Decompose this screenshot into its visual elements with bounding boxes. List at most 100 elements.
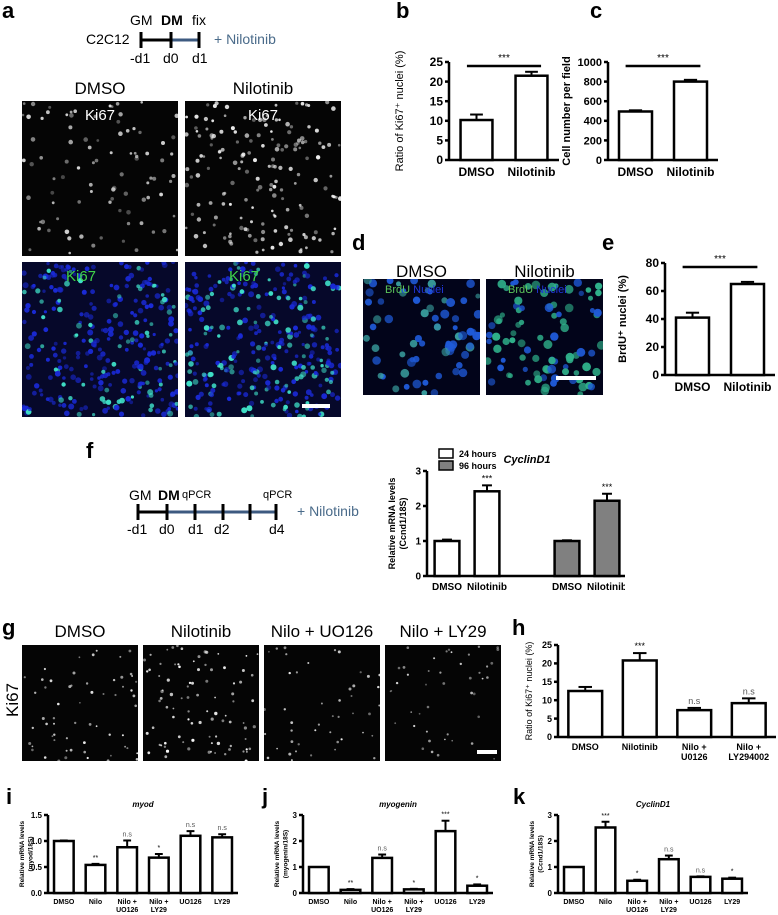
micrograph-ki67-dmso: Ki67 — [22, 101, 178, 256]
svg-text:UO126: UO126 — [179, 899, 201, 906]
svg-text:Nilotinib: Nilotinib — [724, 380, 772, 394]
svg-text:Nilo +: Nilo + — [736, 742, 761, 752]
svg-text:1: 1 — [415, 537, 421, 548]
stain-label: BrdU Nuclei — [508, 284, 567, 296]
svg-text:Nilotinib: Nilotinib — [467, 582, 507, 593]
svg-text:96 hours: 96 hours — [459, 461, 497, 471]
svg-text:Nilo +: Nilo + — [373, 899, 392, 906]
svg-text:DMSO: DMSO — [459, 165, 495, 179]
stain-label-nuclei: Nuclei — [536, 284, 567, 296]
timeline-bar — [139, 32, 201, 48]
micrograph-brdu-nilotinib: BrdU Nuclei — [486, 279, 603, 395]
svg-text:DMSO: DMSO — [53, 899, 75, 906]
svg-text:25: 25 — [542, 640, 552, 650]
scale-bar — [302, 404, 330, 408]
svg-text:***: *** — [498, 53, 510, 64]
timeline-day-0: d0 — [159, 521, 175, 537]
svg-text:1000: 1000 — [578, 57, 602, 69]
svg-text:200: 200 — [584, 135, 602, 147]
panel-label-i: i — [6, 784, 13, 809]
svg-text:*: * — [476, 875, 479, 882]
svg-text:DMSO: DMSO — [432, 582, 462, 593]
stain-label-ki67: Ki67 — [229, 268, 260, 285]
panel-label-b: b — [396, 0, 410, 23]
micrograph-ki67-nilotinib: Ki67 — [185, 101, 341, 256]
svg-text:Nilotinib: Nilotinib — [667, 165, 715, 179]
svg-text:LY29: LY29 — [406, 907, 422, 914]
panel-label-j: j — [262, 784, 269, 809]
svg-text:Relative mRNA levels: Relative mRNA levels — [274, 821, 281, 888]
svg-text:(myod/18S): (myod/18S) — [28, 836, 35, 871]
svg-text:(Ccnd1/18S): (Ccnd1/18S) — [538, 835, 545, 873]
timeline-cell-line: C2C12 — [86, 31, 130, 47]
timeline-label-fix: fix — [192, 12, 206, 28]
timeline-day-minus1: -d1 — [130, 50, 151, 66]
timeline-label-qpcr-2: qPCR — [263, 489, 293, 501]
panel-label-e: e — [602, 230, 615, 255]
stain-label-nuclei: Nuclei — [413, 284, 444, 296]
svg-text:Nilotinib: Nilotinib — [622, 742, 658, 752]
svg-text:*: * — [412, 880, 415, 887]
panel-label-g: g — [2, 615, 16, 640]
panel-label-a: a — [2, 0, 15, 23]
panel-label-c: c — [590, 0, 603, 23]
svg-text:20: 20 — [542, 659, 552, 669]
chart-k-cyclind1: 0 1 2 3 Relative mRNA levels (Ccnd1/18S) Cycli… — [529, 800, 748, 914]
svg-text:DMSO: DMSO — [675, 380, 711, 394]
timeline-day-1: d1 — [188, 521, 204, 537]
svg-text:0.5: 0.5 — [31, 863, 43, 872]
svg-text:1.5: 1.5 — [31, 811, 43, 820]
chart-h-ki67-inhibitors: 0 5 10 15 20 25 Ratio of Ki67⁺ nuclei (%) DMSO N… — [524, 640, 776, 762]
svg-text:*: * — [157, 845, 160, 852]
svg-text:Nilo: Nilo — [344, 899, 357, 906]
svg-text:(myogenin/18S): (myogenin/18S) — [283, 830, 290, 878]
svg-text:20: 20 — [646, 340, 660, 354]
svg-text:2: 2 — [293, 837, 298, 846]
timeline-label-dm: DM — [158, 487, 180, 503]
svg-text:10: 10 — [430, 114, 444, 128]
micrograph-brdu-dmso: BrdU Nuclei — [363, 279, 480, 395]
svg-text:DMSO: DMSO — [618, 165, 654, 179]
svg-text:(Ccnd1/18S): (Ccnd1/18S) — [398, 497, 408, 549]
svg-text:3: 3 — [415, 467, 421, 478]
svg-text:**: ** — [348, 880, 354, 887]
svg-text:***: *** — [657, 53, 669, 64]
panel-label-h: h — [512, 615, 526, 640]
column-title-nilo-uo126: Nilo + UO126 — [270, 622, 374, 641]
micrograph-g-dmso — [22, 645, 138, 761]
svg-text:0: 0 — [547, 732, 552, 742]
svg-text:24 hours: 24 hours — [459, 449, 497, 459]
svg-text:n.s: n.s — [688, 696, 701, 706]
chart-c-cell-number: 0 200 400 600 800 1000 Cell number per field DM… — [561, 53, 718, 179]
svg-text:Ratio of Ki67⁺ nuclei (%): Ratio of Ki67⁺ nuclei (%) — [524, 642, 534, 741]
svg-text:2: 2 — [415, 502, 421, 513]
panel-label-d: d — [352, 230, 366, 255]
svg-text:**: ** — [93, 855, 99, 862]
svg-text:0.0: 0.0 — [31, 889, 43, 898]
stain-label-brdu: BrdU — [508, 284, 534, 296]
svg-text:***: *** — [601, 813, 609, 820]
svg-text:Relative mRNA levels: Relative mRNA levels — [387, 478, 397, 570]
svg-text:n.s: n.s — [664, 847, 674, 854]
svg-text:U0126: U0126 — [681, 752, 708, 762]
svg-text:myod: myod — [132, 800, 154, 809]
svg-text:20: 20 — [430, 75, 444, 89]
svg-text:5: 5 — [436, 134, 443, 148]
svg-text:3: 3 — [293, 811, 298, 820]
timeline-label-dm: DM — [161, 12, 183, 28]
svg-text:60: 60 — [646, 284, 660, 298]
timeline-label-gm: GM — [130, 12, 153, 28]
svg-text:15: 15 — [542, 677, 552, 687]
svg-text:UO126: UO126 — [689, 899, 711, 906]
svg-text:UO126: UO126 — [116, 907, 138, 914]
stain-label-brdu: BrdU — [385, 284, 411, 296]
svg-text:600: 600 — [584, 96, 602, 108]
svg-text:***: *** — [441, 812, 449, 819]
timeline-day-1: d1 — [192, 50, 208, 66]
svg-text:DMSO: DMSO — [563, 899, 585, 906]
svg-text:0: 0 — [596, 155, 602, 167]
svg-text:LY29: LY29 — [469, 899, 485, 906]
svg-text:2: 2 — [548, 837, 553, 846]
micrograph-ki67-merge-nilotinib: Ki67 — [185, 262, 341, 417]
svg-text:Relative mRNA levels: Relative mRNA levels — [19, 821, 26, 888]
